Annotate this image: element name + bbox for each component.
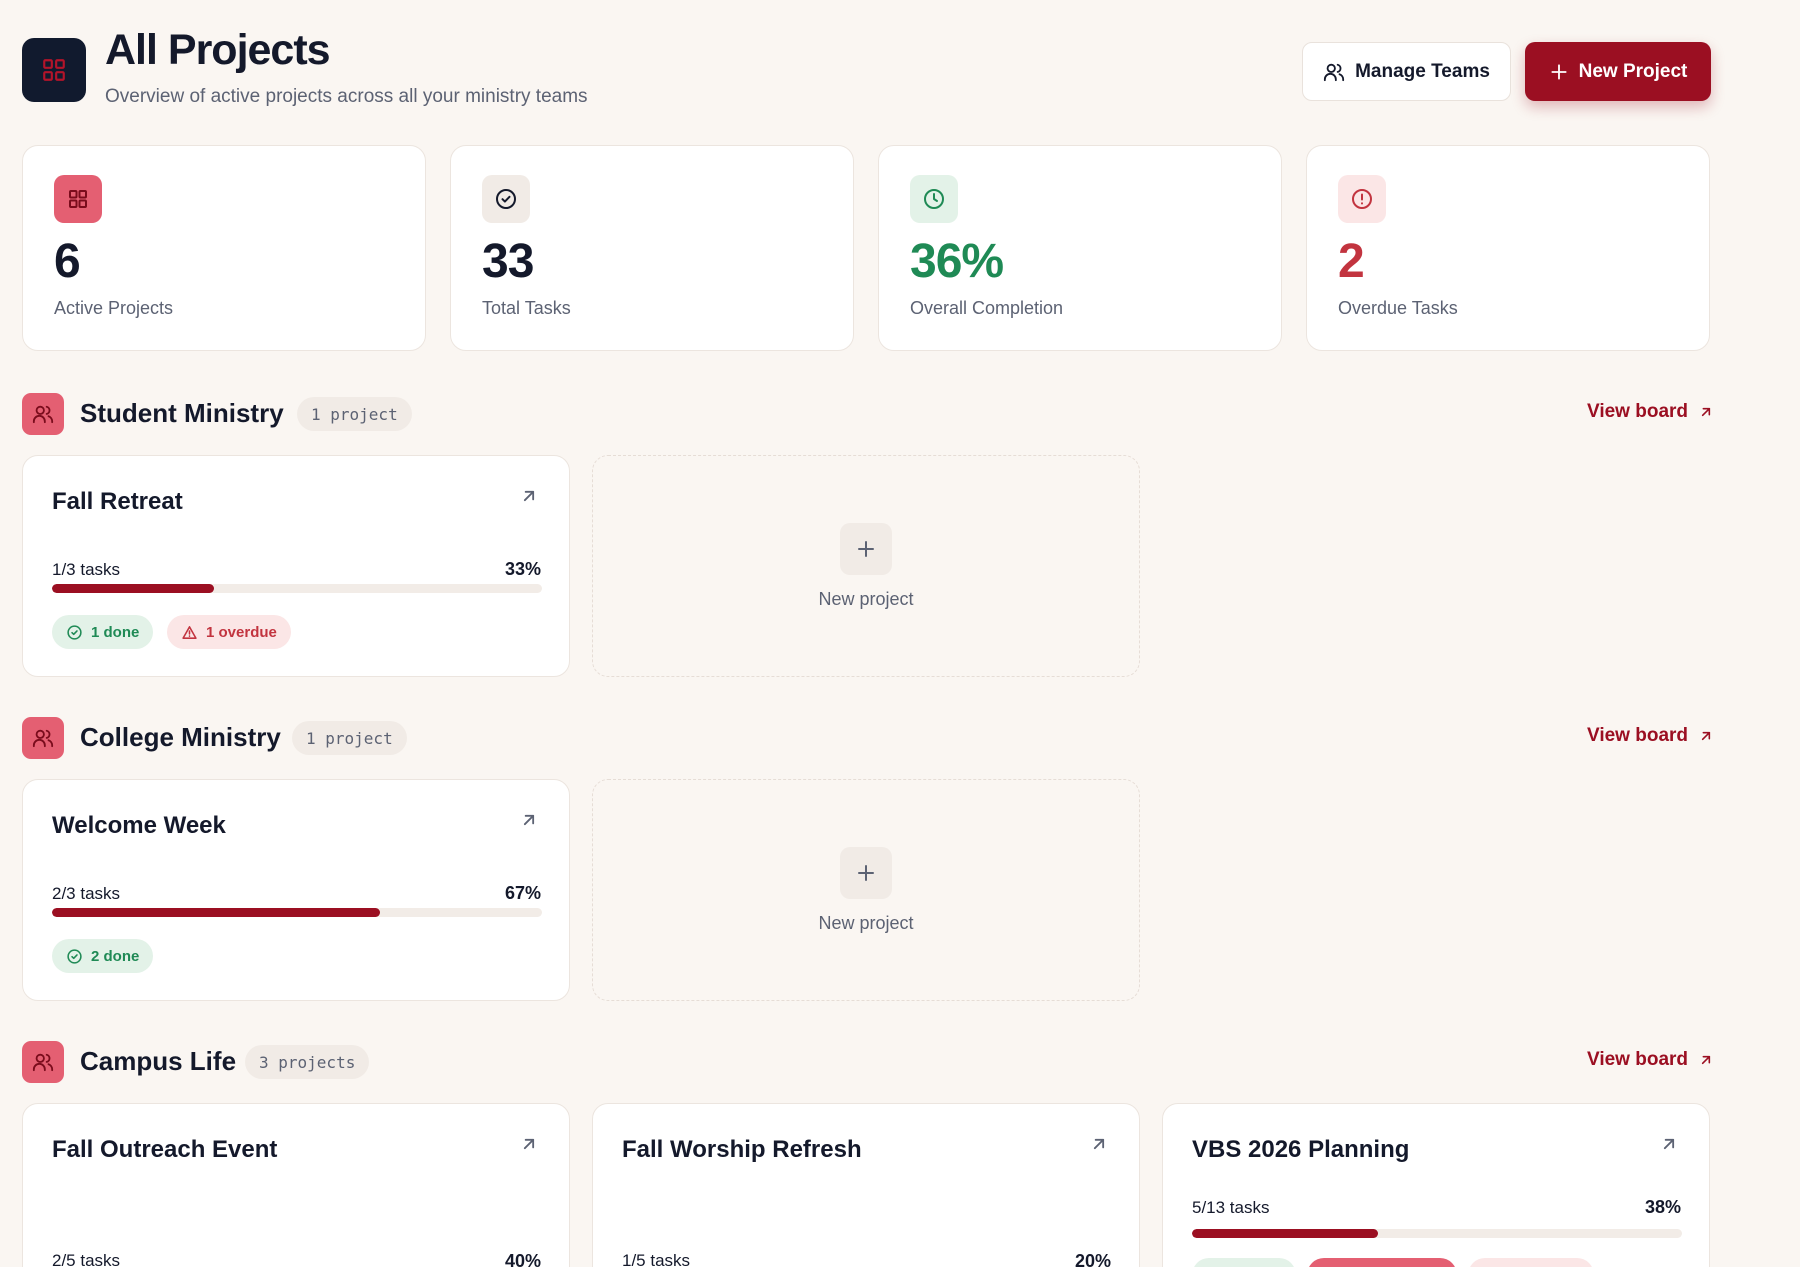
view-board-link[interactable]: View board xyxy=(1587,725,1714,747)
manage-teams-button[interactable]: Manage Teams xyxy=(1302,42,1511,101)
stat-label: Total Tasks xyxy=(482,298,571,318)
view-board-label: View board xyxy=(1587,725,1689,746)
view-board-label: View board xyxy=(1587,401,1689,422)
grid-icon xyxy=(43,59,65,81)
project-percent: 33% xyxy=(504,559,541,579)
team-users-icon xyxy=(22,1041,64,1083)
overdue-badge: 1 overdue xyxy=(167,615,291,649)
arrow-up-right-icon[interactable] xyxy=(519,810,539,830)
project-title: Fall Retreat xyxy=(52,488,183,515)
plus-icon xyxy=(840,522,892,575)
project-percent: 20% xyxy=(1074,1251,1111,1267)
arrow-up-right-icon xyxy=(1701,731,1711,741)
project-card-welcome-week[interactable]: Welcome Week 2/3 tasks 67% 2 done xyxy=(22,779,570,1001)
check-circle-icon xyxy=(67,948,82,964)
team-name: Student Ministry xyxy=(80,398,284,428)
team-users-icon xyxy=(22,393,64,435)
project-task-count: 2/3 tasks xyxy=(52,884,121,903)
stat-card-total-tasks: 33 Total Tasks xyxy=(450,145,854,351)
team-project-count: 3 projects xyxy=(245,1045,370,1079)
team-name: College Ministry xyxy=(80,722,281,752)
stat-value: 36% xyxy=(910,235,1004,288)
done-badge: 2 done xyxy=(52,939,154,973)
done-badge xyxy=(1192,1258,1296,1267)
stat-card-overdue-tasks: 2 Overdue Tasks xyxy=(1306,145,1710,351)
project-progress-bar xyxy=(1192,1229,1682,1238)
done-count: 2 done xyxy=(91,947,140,965)
manage-teams-label: Manage Teams xyxy=(1355,60,1490,82)
arrow-up-right-icon xyxy=(1701,1055,1711,1065)
stat-label: Overall Completion xyxy=(910,298,1064,318)
project-title: Fall Worship Refresh xyxy=(622,1136,862,1163)
stat-card-active-projects: 6 Active Projects xyxy=(22,145,426,351)
project-card-fall-worship-refresh[interactable]: Fall Worship Refresh 1/5 tasks 20% xyxy=(592,1103,1140,1267)
project-progress-fill xyxy=(52,584,214,593)
new-project-label: New Project xyxy=(1578,60,1688,82)
alert-circle-icon xyxy=(1338,175,1386,223)
overdue-count: 1 overdue xyxy=(206,623,277,641)
new-project-card[interactable]: New project xyxy=(592,779,1140,1001)
team-name: Campus Life xyxy=(80,1046,237,1076)
project-progress-bar xyxy=(52,908,542,917)
done-badge: 1 done xyxy=(52,615,154,649)
stat-label: Active Projects xyxy=(54,298,174,318)
check-circle-icon xyxy=(482,175,530,223)
stat-value: 33 xyxy=(482,235,534,288)
stat-value: 6 xyxy=(54,235,81,288)
project-percent: 40% xyxy=(504,1251,541,1267)
project-progress-fill xyxy=(1192,1229,1379,1238)
alert-triangle-icon xyxy=(182,625,197,639)
arrow-up-right-icon[interactable] xyxy=(519,1134,539,1154)
project-progress-bar xyxy=(52,584,542,593)
team-project-count: 1 project xyxy=(292,721,407,755)
team-users-icon xyxy=(22,717,64,759)
project-title: Welcome Week xyxy=(52,812,226,839)
project-percent: 38% xyxy=(1644,1197,1681,1217)
new-project-label: New project xyxy=(818,588,914,609)
project-task-count: 1/5 tasks xyxy=(622,1251,691,1267)
view-board-link[interactable]: View board xyxy=(1587,1049,1714,1071)
plus-icon xyxy=(840,846,892,899)
project-progress-fill xyxy=(52,908,381,917)
new-project-button[interactable]: New Project xyxy=(1525,42,1711,101)
status-badge xyxy=(1307,1258,1457,1267)
new-project-label: New project xyxy=(818,912,914,933)
stat-card-overall-completion: 36% Overall Completion xyxy=(878,145,1282,351)
arrow-up-right-icon[interactable] xyxy=(519,486,539,506)
project-card-fall-outreach-event[interactable]: Fall Outreach Event 2/5 tasks 40% xyxy=(22,1103,570,1267)
app-logo xyxy=(22,38,86,102)
arrow-up-right-icon[interactable] xyxy=(1089,1134,1109,1154)
stat-value: 2 xyxy=(1338,235,1365,288)
project-title: Fall Outreach Event xyxy=(52,1136,278,1163)
project-task-count: 1/3 tasks xyxy=(52,560,121,579)
view-board-label: View board xyxy=(1587,1049,1689,1070)
new-project-card[interactable]: New project xyxy=(592,455,1140,677)
users-icon xyxy=(1324,63,1345,81)
page-title: All Projects xyxy=(105,26,331,74)
overdue-badge xyxy=(1468,1258,1594,1267)
team-project-count: 1 project xyxy=(297,397,412,431)
done-count: 1 done xyxy=(91,623,140,641)
project-task-count: 2/5 tasks xyxy=(52,1251,121,1267)
arrow-up-right-icon[interactable] xyxy=(1659,1134,1679,1154)
check-circle-icon xyxy=(67,624,82,640)
plus-icon xyxy=(1551,63,1567,80)
page-subtitle: Overview of active projects across all y… xyxy=(105,86,588,107)
project-title: VBS 2026 Planning xyxy=(1192,1136,1410,1163)
clock-icon xyxy=(910,175,958,223)
view-board-link[interactable]: View board xyxy=(1587,401,1714,423)
grid-icon xyxy=(54,175,102,223)
project-task-count: 5/13 tasks xyxy=(1192,1198,1270,1217)
stat-label: Overdue Tasks xyxy=(1338,298,1458,318)
project-card-vbs-2026-planning[interactable]: VBS 2026 Planning 5/13 tasks 38% xyxy=(1162,1103,1710,1267)
project-card-fall-retreat[interactable]: Fall Retreat 1/3 tasks 33% 1 done 1 over… xyxy=(22,455,570,677)
project-percent: 67% xyxy=(504,883,541,903)
arrow-up-right-icon xyxy=(1701,407,1711,417)
